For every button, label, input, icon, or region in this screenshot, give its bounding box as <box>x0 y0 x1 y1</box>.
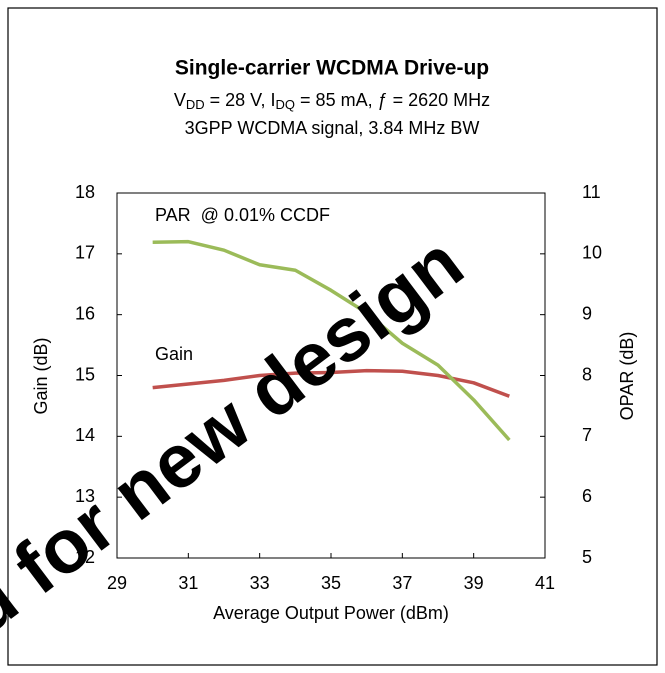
y2-tick-label: 7 <box>582 425 592 445</box>
y2-tick-label: 6 <box>582 486 592 506</box>
x-tick-label: 31 <box>178 573 198 593</box>
subtitle-part: DD <box>186 97 205 112</box>
y-tick-label: 12 <box>75 547 95 567</box>
x-tick-label: 35 <box>321 573 341 593</box>
series-annotation: Gain <box>155 344 193 364</box>
subtitle: VDD = 28 V, IDQ = 85 mA, ƒ = 2620 MHz <box>174 90 490 113</box>
subtitle-part: DQ <box>276 97 296 112</box>
x-tick-label: 29 <box>107 573 127 593</box>
y2-tick-label: 5 <box>582 547 592 567</box>
chart-title: Single-carrier WCDMA Drive-up <box>175 57 489 80</box>
y-tick-label: 14 <box>75 425 95 445</box>
y-tick-label: 13 <box>75 486 95 506</box>
subtitle-part: = 85 mA, ƒ = 2620 MHz <box>295 90 490 110</box>
series-annotation: PAR @ 0.01% CCDF <box>155 205 330 225</box>
y-tick-label: 17 <box>75 243 95 263</box>
y2-tick-label: 8 <box>582 364 592 384</box>
subtitle: 3GPP WCDMA signal, 3.84 MHz BW <box>185 118 480 138</box>
x-tick-label: 33 <box>250 573 270 593</box>
y2-tick-label: 9 <box>582 303 592 323</box>
y-tick-label: 15 <box>75 364 95 384</box>
x-tick-label: 37 <box>392 573 412 593</box>
frame <box>7 7 658 666</box>
y2-tick-label: 11 <box>582 182 601 202</box>
y-axis-label: Gain (dB) <box>31 337 51 414</box>
x-tick-label: 41 <box>535 573 555 593</box>
y-tick-label: 16 <box>75 303 95 323</box>
y2-axis-label: OPAR (dB) <box>617 332 637 421</box>
subtitle-part: V <box>174 90 186 110</box>
subtitle-part: = 28 V, I <box>205 90 276 110</box>
series-line <box>152 239 511 442</box>
y2-tick-label: 10 <box>582 243 602 263</box>
y-tick-label: 18 <box>75 182 95 202</box>
x-tick-label: 39 <box>464 573 484 593</box>
x-axis-label: Average Output Power (dBm) <box>213 603 449 623</box>
